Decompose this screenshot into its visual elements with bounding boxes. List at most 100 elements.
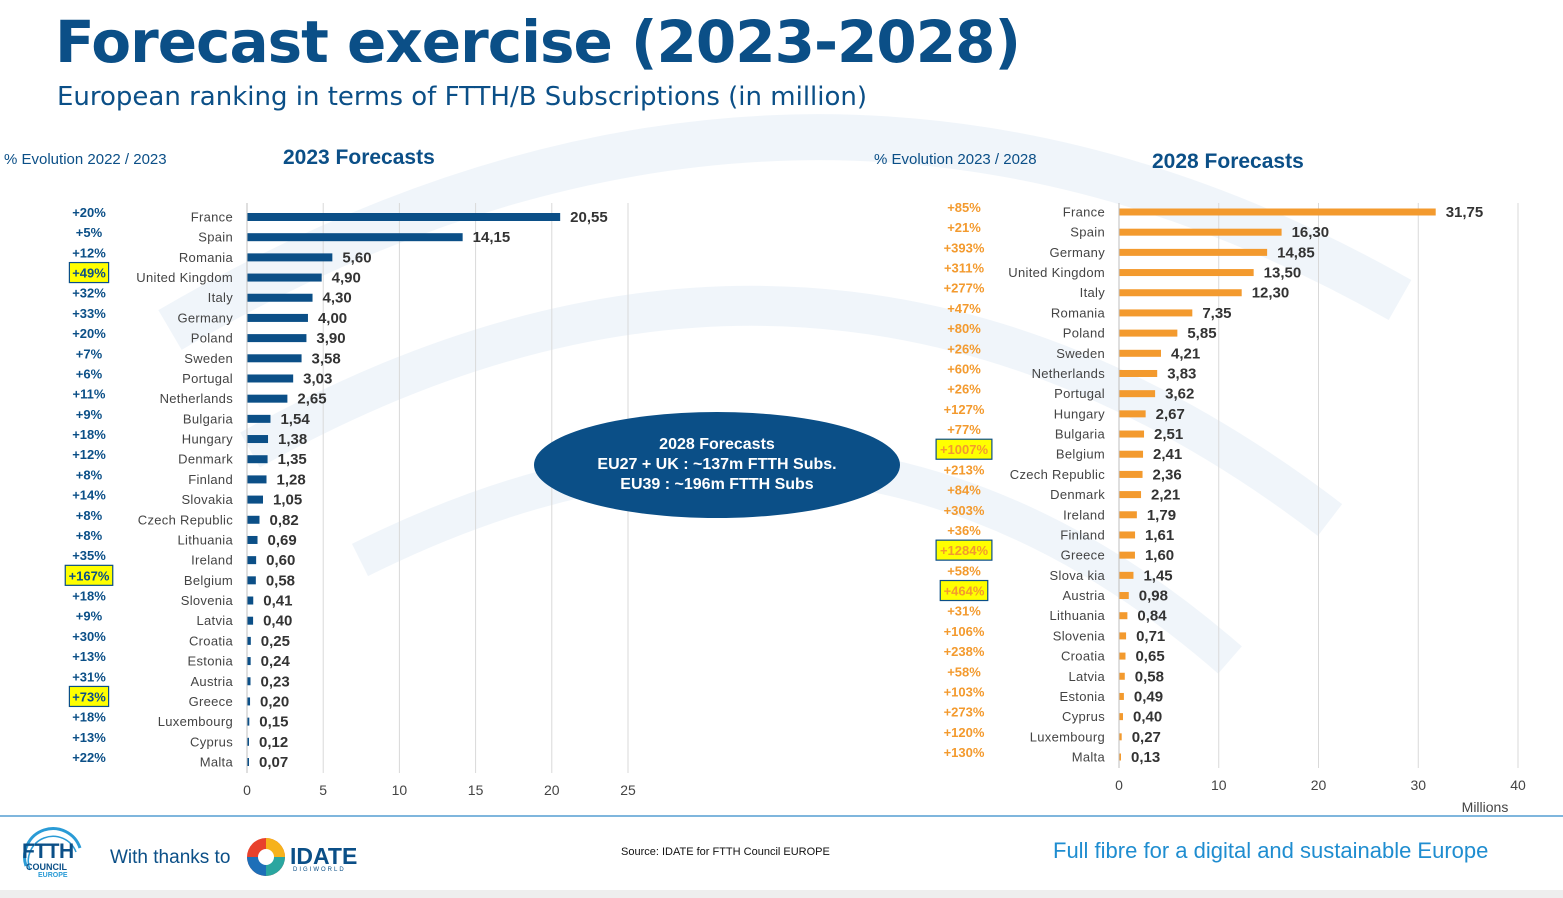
bar-romania [1119, 309, 1193, 317]
evolution-label-romania: +47% [947, 301, 981, 316]
data-label-united-kingdom: 4,90 [332, 270, 361, 287]
data-label-estonia: 0,49 [1134, 688, 1163, 705]
idate-logo-icon [247, 838, 285, 876]
category-label-france: France [1063, 205, 1105, 220]
evolution-label-slovakia: +58% [947, 563, 981, 578]
evolution-header-2028: % Evolution 2023 / 2028 [874, 151, 1037, 168]
category-label-austria: Austria [190, 674, 233, 689]
evolution-label-france: +20% [72, 205, 106, 220]
category-label-romania: Romania [179, 250, 234, 265]
data-label-lithuania: 0,69 [268, 532, 297, 549]
bar-lithuania [247, 535, 258, 544]
category-label-luxembourg: Luxembourg [1030, 729, 1105, 744]
bar-belgium [247, 576, 256, 585]
highlight-box-belgium [64, 564, 114, 586]
data-label-malta: 0,13 [1131, 749, 1160, 766]
category-label-portugal: Portugal [182, 371, 233, 386]
category-label-greece: Greece [189, 694, 233, 709]
bar-hungary [247, 435, 269, 444]
data-label-spain: 16,30 [1292, 224, 1330, 241]
x-axis-label: Millions [1462, 799, 1509, 815]
evolution-label-czech-republic: +213% [944, 462, 985, 477]
bar-slovenia [247, 596, 254, 605]
category-label-latvia: Latvia [1069, 669, 1106, 684]
page-subtitle: European ranking in terms of FTTH/B Subs… [57, 82, 868, 112]
bar-ireland [247, 556, 257, 565]
evolution-label-lithuania: +31% [947, 604, 981, 619]
highlight-box-greece [935, 539, 993, 561]
evolution-label-belgium: +167% [69, 568, 110, 583]
evolution-label-slovenia: +18% [72, 589, 106, 604]
bar-denmark [1119, 491, 1142, 499]
category-label-portugal: Portugal [1054, 386, 1105, 401]
category-label-ireland: Ireland [1063, 507, 1105, 522]
data-label-germany: 14,85 [1277, 244, 1315, 261]
data-label-france: 31,75 [1446, 204, 1484, 221]
evolution-label-denmark: +84% [947, 483, 981, 498]
bar-sweden [1119, 349, 1161, 357]
category-label-sweden: Sweden [184, 351, 233, 366]
category-label-france: France [191, 210, 233, 225]
category-label-czech-republic: Czech Republic [1010, 467, 1105, 482]
bubble-line-1: 2028 Forecasts [659, 436, 775, 453]
evolution-label-czech-republic: +8% [76, 508, 103, 523]
bar-netherlands [247, 394, 288, 403]
evolution-label-croatia: +238% [944, 644, 985, 659]
bubble-line-2: EU27 + UK : ~137m FTTH Subs. [597, 456, 837, 473]
category-label-denmark: Denmark [178, 452, 233, 467]
bar-spain [247, 233, 463, 242]
bar-czech-republic [247, 515, 260, 524]
data-label-hungary: 2,67 [1156, 406, 1185, 423]
evolution-label-malta: +130% [944, 745, 985, 760]
data-label-italy: 12,30 [1252, 285, 1290, 302]
footer-divider [0, 815, 1563, 817]
data-label-portugal: 3,62 [1165, 386, 1194, 403]
evolution-label-sweden: +26% [947, 341, 981, 356]
logo-subtext-europe: EUROPE [38, 872, 68, 879]
category-label-lithuania: Lithuania [178, 532, 234, 547]
bar-portugal [1119, 390, 1156, 398]
evolution-label-romania: +12% [72, 245, 106, 260]
evolution-label-netherlands: +11% [73, 387, 106, 402]
bar-netherlands [1119, 369, 1158, 377]
evolution-label-finland: +8% [76, 467, 103, 482]
evolution-label-hungary: +127% [944, 402, 985, 417]
evolution-label-austria: +464% [944, 584, 985, 599]
bar-united-kingdom [1119, 269, 1254, 277]
x-tick-label: 0 [1115, 777, 1123, 793]
category-label-italy: Italy [208, 290, 234, 305]
x-tick-label: 20 [544, 782, 560, 798]
category-label-bulgaria: Bulgaria [183, 411, 234, 426]
bar-croatia [1119, 652, 1126, 660]
bubble-line-3: EU39 : ~196m FTTH Subs [620, 476, 814, 493]
category-label-denmark: Denmark [1050, 487, 1105, 502]
evolution-label-ireland: +35% [72, 548, 106, 563]
data-label-poland: 3,90 [316, 330, 345, 347]
category-label-lithuania: Lithuania [1050, 608, 1106, 623]
bar-latvia [247, 616, 254, 625]
page-title: Forecast exercise (2023-2028) [55, 8, 1021, 76]
category-label-slovenia: Slovenia [1053, 628, 1106, 643]
bar-finland [247, 475, 267, 484]
data-label-belgium: 0,58 [266, 572, 295, 589]
evolution-label-bulgaria: +77% [947, 422, 981, 437]
category-label-latvia: Latvia [197, 613, 234, 628]
category-label-estonia: Estonia [1060, 689, 1106, 704]
data-label-portugal: 3,03 [303, 370, 332, 387]
chart-title-2028: 2028 Forecasts [1152, 150, 1304, 173]
evolution-label-cyprus: +13% [72, 730, 106, 745]
evolution-label-italy: +32% [72, 286, 106, 301]
category-label-ireland: Ireland [191, 553, 233, 568]
category-label-czech-republic: Czech Republic [138, 512, 233, 527]
bar-denmark [247, 455, 268, 464]
bar-sweden [247, 354, 302, 363]
category-label-malta: Malta [200, 755, 234, 770]
source-note: Source: IDATE for FTTH Council EUROPE [621, 846, 830, 858]
bar-austria [1119, 592, 1129, 600]
evolution-label-bulgaria: +9% [76, 407, 103, 422]
bar-bulgaria [1119, 430, 1145, 438]
data-label-austria: 0,98 [1139, 588, 1168, 605]
bar-united-kingdom [247, 273, 322, 282]
data-label-ireland: 0,60 [266, 552, 295, 569]
